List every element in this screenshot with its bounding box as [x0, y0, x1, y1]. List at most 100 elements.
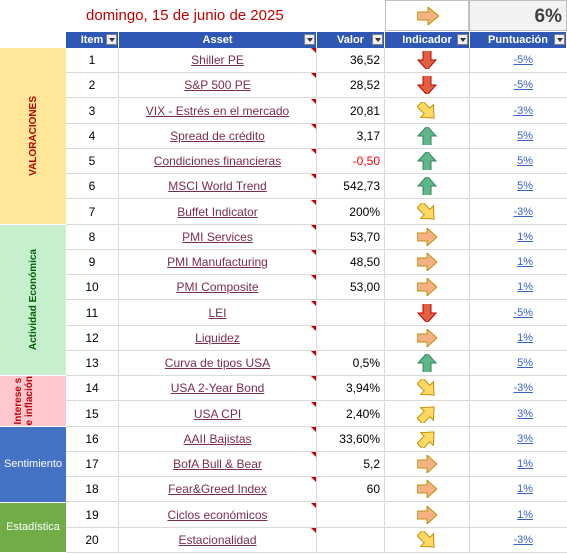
comment-marker-icon[interactable]: [311, 250, 316, 255]
score-link[interactable]: 3%: [517, 407, 533, 420]
indicator-cell: [385, 376, 470, 401]
asset-link[interactable]: Estacionalidad: [119, 527, 317, 552]
asset-link[interactable]: BofA Bull & Bear: [119, 452, 317, 476]
comment-marker-icon[interactable]: [311, 502, 316, 508]
score-link[interactable]: 3%: [517, 432, 533, 445]
up-arrow-icon: [417, 354, 437, 372]
asset-name: VIX - Estrés en el mercado: [145, 103, 290, 118]
comment-marker-icon[interactable]: [311, 401, 316, 407]
score-cell: 5%: [470, 174, 567, 198]
value-cell: 5,2: [317, 452, 385, 476]
value-cell: 48,50: [317, 250, 385, 274]
filter-dropdown-button[interactable]: [554, 34, 565, 45]
asset-link[interactable]: LEI: [119, 300, 317, 325]
comment-marker-icon[interactable]: [311, 527, 316, 533]
score-link[interactable]: -5%: [513, 54, 533, 66]
asset-link[interactable]: MSCI World Trend: [119, 174, 317, 199]
filter-dropdown-button[interactable]: [304, 34, 315, 45]
score-link[interactable]: 1%: [517, 256, 533, 268]
asset-name: USA 2-Year Bond: [170, 381, 265, 396]
asset-link[interactable]: S&P 500 PE: [119, 73, 317, 98]
asset-link[interactable]: Spread de crédito: [119, 123, 317, 148]
item-number: 19: [66, 502, 119, 527]
score-link[interactable]: 1%: [517, 508, 533, 521]
summary-indicator-cell[interactable]: [385, 0, 469, 31]
filter-dropdown-button[interactable]: [106, 34, 117, 45]
comment-marker-icon[interactable]: [311, 224, 316, 230]
asset-link[interactable]: Liquidez: [119, 325, 317, 350]
asset-link[interactable]: PMI Services: [119, 224, 317, 249]
score-cell: 5%: [470, 124, 567, 148]
score-link[interactable]: 1%: [517, 458, 533, 470]
comment-marker-icon[interactable]: [311, 351, 316, 356]
category-band-1: Actividad Económica: [0, 224, 66, 377]
score-link[interactable]: 1%: [517, 483, 533, 496]
table-row: 6 MSCI World Trend 542,73 5%: [66, 174, 567, 200]
indicator-cell: [385, 73, 470, 98]
score-link[interactable]: -3%: [513, 104, 533, 117]
asset-link[interactable]: Fear&Greed Index: [119, 477, 317, 502]
table-row: 7 Buffet Indicator 200% -3%: [66, 199, 567, 225]
comment-marker-icon[interactable]: [311, 174, 316, 180]
score-link[interactable]: 1%: [517, 230, 533, 243]
comment-marker-icon[interactable]: [311, 300, 316, 306]
score-link[interactable]: 1%: [517, 331, 533, 344]
score-link[interactable]: -5%: [513, 79, 533, 92]
score-link[interactable]: 5%: [517, 180, 533, 193]
table-row: 8 PMI Services 53,70 1%: [66, 224, 567, 250]
table-row: 4 Spread de crédito 3,17 5%: [66, 123, 567, 149]
up-right-arrow-icon: [417, 431, 435, 448]
comment-marker-icon[interactable]: [311, 275, 316, 281]
item-number: 15: [66, 401, 119, 426]
asset-link[interactable]: Condiciones financieras: [119, 149, 317, 173]
comment-marker-icon[interactable]: [311, 123, 316, 129]
comment-marker-icon[interactable]: [311, 199, 316, 205]
asset-link[interactable]: Buffet Indicator: [119, 199, 317, 224]
asset-link[interactable]: Shiller PE: [119, 48, 317, 72]
asset-link[interactable]: VIX - Estrés en el mercado: [119, 98, 317, 123]
asset-link[interactable]: USA CPI: [119, 401, 317, 426]
filter-dropdown-button[interactable]: [457, 34, 468, 45]
comment-marker-icon[interactable]: [311, 452, 316, 457]
comment-marker-icon[interactable]: [311, 73, 316, 79]
comment-marker-icon[interactable]: [311, 48, 316, 53]
asset-link[interactable]: Ciclos económicos: [119, 502, 317, 527]
comment-marker-icon[interactable]: [311, 477, 316, 483]
comment-marker-icon[interactable]: [311, 426, 316, 432]
filter-dropdown-button[interactable]: [372, 34, 383, 45]
indicator-cell: [385, 199, 470, 224]
item-number: 4: [66, 123, 119, 148]
down-right-arrow-icon: [417, 101, 435, 119]
score-link[interactable]: 5%: [517, 155, 533, 167]
score-link[interactable]: -3%: [513, 205, 533, 218]
summary-score[interactable]: 6%: [469, 0, 567, 31]
asset-link[interactable]: Curva de tipos USA: [119, 351, 317, 375]
asset-link[interactable]: USA 2-Year Bond: [119, 376, 317, 401]
indicator-cell: [385, 300, 470, 325]
item-number: 6: [66, 174, 119, 199]
asset-link[interactable]: AAII Bajistas: [119, 426, 317, 451]
score-cell: -5%: [470, 73, 567, 97]
comment-marker-icon[interactable]: [311, 325, 316, 331]
table-row: 13 Curva de tipos USA 0,5% 5%: [66, 351, 567, 376]
asset-link[interactable]: PMI Composite: [119, 275, 317, 300]
score-link[interactable]: -5%: [513, 306, 533, 319]
table-row: 14 USA 2-Year Bond 3,94% -3%: [66, 376, 567, 402]
value-cell: 2,40%: [317, 401, 385, 426]
score-link[interactable]: 5%: [517, 129, 533, 142]
score-link[interactable]: -3%: [513, 533, 533, 546]
indicator-cell: [385, 401, 470, 426]
comment-marker-icon[interactable]: [311, 98, 316, 104]
score-link[interactable]: -3%: [513, 382, 533, 395]
right-arrow-icon: [417, 505, 437, 524]
score-link[interactable]: 5%: [517, 357, 533, 369]
score-link[interactable]: 1%: [517, 281, 533, 294]
indicator-cell: [385, 275, 470, 300]
asset-link[interactable]: PMI Manufacturing: [119, 250, 317, 274]
table-row: 3 VIX - Estrés en el mercado 20,81 -3%: [66, 98, 567, 124]
table-row: 15 USA CPI 2,40% 3%: [66, 401, 567, 427]
comment-marker-icon[interactable]: [311, 149, 316, 154]
asset-name: Buffet Indicator: [177, 204, 258, 219]
comment-marker-icon[interactable]: [311, 376, 316, 382]
up-arrow-icon: [417, 126, 437, 145]
